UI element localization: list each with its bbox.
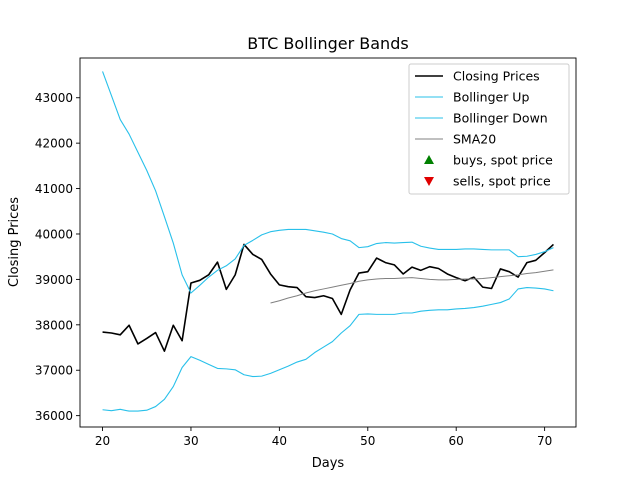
- y-tick-label: 39000: [35, 273, 73, 287]
- x-tick-label: 50: [360, 434, 375, 448]
- legend-label-1: Bollinger Up: [453, 90, 529, 105]
- plot-area: [102, 71, 554, 412]
- series-line-0: [102, 243, 554, 352]
- series-line-1: [102, 71, 554, 294]
- legend-label-4: buys, spot price: [453, 153, 553, 168]
- legend-marker-sell: [424, 177, 434, 186]
- y-tick-label: 42000: [35, 137, 73, 151]
- y-tick-label: 38000: [35, 318, 73, 332]
- legend-box: [408, 63, 570, 195]
- x-tick-label: 20: [95, 434, 110, 448]
- chart-title: BTC Bollinger Bands: [247, 34, 408, 53]
- x-tick-label: 30: [183, 434, 198, 448]
- legend-label-5: sells, spot price: [453, 174, 551, 189]
- y-tick-label: 43000: [35, 91, 73, 105]
- axes: 20 30 40 50 60 70 36000 37000 38000 39000 40000 410…: [35, 57, 577, 448]
- series-line-3: [270, 269, 554, 304]
- y-tick-label: 37000: [35, 364, 73, 378]
- y-tick-label: 36000: [35, 409, 73, 423]
- x-tick-label: 60: [449, 434, 464, 448]
- y-tick-label: 40000: [35, 227, 73, 241]
- axes-frame: [79, 57, 577, 428]
- legend: Closing Prices Bollinger Up Bollinger Down…: [408, 63, 570, 195]
- legend-label-2: Bollinger Down: [453, 111, 548, 126]
- legend-marker-buy: [424, 155, 434, 164]
- legend-label-3: SMA20: [453, 132, 496, 147]
- y-tick-label: 41000: [35, 182, 73, 196]
- y-axis-label: Closing Prices: [7, 197, 22, 287]
- x-tick-label: 40: [272, 434, 287, 448]
- x-tick-label: 70: [537, 434, 552, 448]
- x-axis-label: Days: [312, 456, 345, 471]
- legend-label-0: Closing Prices: [453, 69, 540, 84]
- series-line-2: [102, 287, 554, 412]
